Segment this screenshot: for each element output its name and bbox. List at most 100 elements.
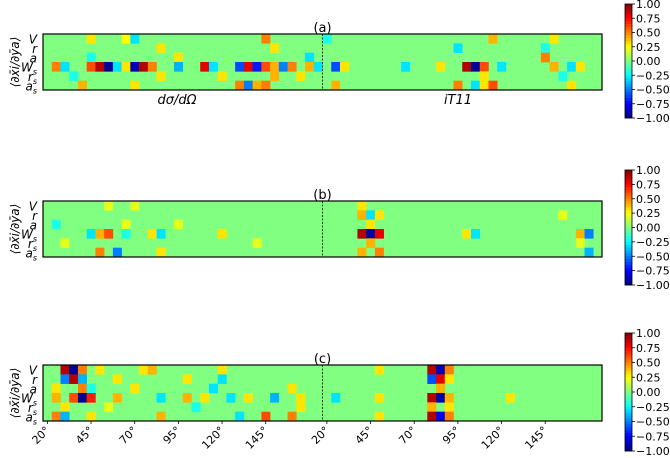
- heatmap-cell: [69, 71, 79, 81]
- heatmap-cell: [243, 393, 253, 403]
- colorbar-tick-label: 0.75: [636, 342, 661, 355]
- heatmap-cell: [470, 80, 481, 91]
- heatmap-cell: [77, 383, 87, 394]
- y-axis-label: ⟨∂x̄i/∂ȳa⟩: [8, 204, 22, 255]
- heatmap-cell: [130, 34, 140, 44]
- colorbar-segment: [625, 207, 632, 211]
- colorbar-segment: [625, 421, 632, 425]
- heatmap-cell: [427, 365, 437, 375]
- colorbar-segment: [625, 412, 632, 416]
- heatmap-cell: [95, 247, 105, 258]
- heatmap-cell: [357, 247, 367, 258]
- heatmap-cell: [104, 201, 114, 211]
- colorbar-tick-label: −1.00: [636, 445, 670, 458]
- heatmap-cell: [69, 374, 79, 384]
- row-label: Ws: [21, 392, 37, 408]
- heatmap-cell: [51, 383, 61, 394]
- colorbar-tick-label: −0.75: [636, 265, 670, 278]
- heatmap-cell: [374, 229, 384, 239]
- heatmap-cell: [77, 393, 87, 403]
- heatmap-cell: [182, 374, 192, 384]
- colorbar-segment: [625, 368, 632, 372]
- row-label: rs: [28, 70, 37, 86]
- colorbar-segment: [625, 55, 632, 59]
- heatmap-cell: [208, 62, 218, 72]
- colorbar-segment: [625, 86, 632, 90]
- colorbar-segment: [625, 23, 632, 28]
- colorbar-segment: [625, 371, 632, 375]
- heatmap-cell: [313, 62, 323, 72]
- heatmap-cell: [51, 411, 61, 422]
- colorbar-segment: [625, 362, 632, 366]
- colorbar-segment: [625, 92, 632, 96]
- colorbar-segment: [625, 32, 632, 36]
- heatmap-cell: [112, 393, 122, 403]
- heatmap-cell: [270, 62, 280, 72]
- heatmap-cell: [77, 80, 87, 91]
- panel-title: (c): [314, 352, 331, 367]
- colorbar-segment: [625, 415, 632, 419]
- heatmap-cell: [357, 210, 367, 220]
- colorbar-segment: [625, 201, 632, 205]
- heatmap-cell: [200, 393, 210, 403]
- heatmap-cell: [86, 411, 96, 422]
- heatmap-cell: [575, 229, 585, 239]
- colorbar-segment: [625, 344, 632, 349]
- heatmap-cell: [374, 247, 384, 258]
- heatmap-cell: [104, 402, 114, 412]
- heatmap-cell: [252, 80, 262, 91]
- heatmap-cell: [366, 219, 376, 230]
- heatmap-cell: [505, 393, 515, 403]
- colorbar-segment: [625, 247, 632, 251]
- heatmap-cell: [287, 411, 297, 422]
- colorbar-segment: [625, 83, 632, 88]
- x-tick-label: 120°: [479, 424, 507, 452]
- colorbar-tick-label: −0.75: [636, 98, 670, 111]
- colorbar-segment: [625, 18, 632, 22]
- heatmap-cell: [69, 365, 79, 375]
- colorbar-tick-label: −0.25: [636, 69, 670, 82]
- colorbar-segment: [625, 262, 632, 266]
- heatmap-cell: [86, 52, 96, 63]
- colorbar-tick-label: −1.00: [636, 279, 670, 292]
- colorbar-segment: [625, 184, 632, 188]
- colorbar-tick-label: 1.00: [636, 327, 661, 340]
- colorbar-segment: [625, 63, 632, 68]
- colorbar-segment: [625, 21, 632, 25]
- heatmap-cell: [235, 80, 245, 91]
- colorbar-segment: [625, 365, 632, 369]
- heatmap-cell: [287, 62, 297, 72]
- colorbar-segment: [625, 6, 632, 11]
- row-label: r: [32, 373, 38, 387]
- row-label: Ws: [21, 61, 37, 77]
- heatmap-cell: [112, 247, 122, 258]
- heatmap-cell: [366, 210, 376, 220]
- colorbar-segment: [625, 58, 632, 62]
- heatmap-cell: [366, 238, 376, 248]
- colorbar-tick-label: 1.00: [636, 164, 661, 177]
- heatmap-cell: [453, 80, 463, 91]
- colorbar-segment: [625, 190, 632, 194]
- colorbar-segment: [625, 15, 632, 19]
- heatmap-cell: [444, 374, 454, 384]
- heatmap-cell: [191, 402, 201, 412]
- colorbar-segment: [625, 374, 632, 378]
- heatmap-cell: [121, 219, 131, 230]
- heatmap-cell: [95, 62, 105, 72]
- heatmap-cell: [462, 229, 472, 239]
- colorbar-segment: [625, 213, 632, 217]
- x-tick-label: 145°: [522, 424, 550, 452]
- heatmap-cell: [278, 62, 288, 72]
- heatmap-cell: [436, 374, 446, 384]
- colorbar-segment: [625, 445, 632, 449]
- colorbar-tick-label: 1.00: [636, 0, 661, 11]
- heatmap-cell: [139, 365, 149, 375]
- heatmap-cell: [331, 62, 341, 72]
- heatmap-cell: [121, 62, 131, 72]
- heatmap-cell: [104, 229, 114, 239]
- colorbar-tick-label: 0.25: [636, 207, 661, 220]
- colorbar-segment: [625, 273, 632, 277]
- heatmap-cell: [357, 201, 367, 211]
